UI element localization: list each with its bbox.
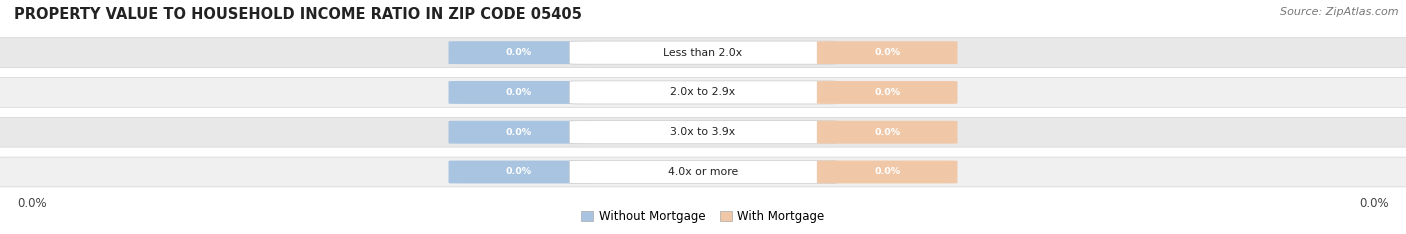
FancyBboxPatch shape: [449, 161, 589, 183]
Text: 4.0x or more: 4.0x or more: [668, 167, 738, 177]
FancyBboxPatch shape: [0, 77, 1406, 107]
Text: 0.0%: 0.0%: [17, 197, 46, 210]
Text: 0.0%: 0.0%: [506, 128, 531, 137]
Legend: Without Mortgage, With Mortgage: Without Mortgage, With Mortgage: [576, 206, 830, 228]
Text: 0.0%: 0.0%: [875, 128, 900, 137]
FancyBboxPatch shape: [449, 41, 589, 64]
Text: 0.0%: 0.0%: [875, 88, 900, 97]
FancyBboxPatch shape: [817, 161, 957, 183]
FancyBboxPatch shape: [569, 41, 837, 64]
Text: PROPERTY VALUE TO HOUSEHOLD INCOME RATIO IN ZIP CODE 05405: PROPERTY VALUE TO HOUSEHOLD INCOME RATIO…: [14, 7, 582, 22]
Text: 3.0x to 3.9x: 3.0x to 3.9x: [671, 127, 735, 137]
FancyBboxPatch shape: [0, 38, 1406, 68]
Text: Less than 2.0x: Less than 2.0x: [664, 48, 742, 58]
Text: 2.0x to 2.9x: 2.0x to 2.9x: [671, 88, 735, 97]
FancyBboxPatch shape: [817, 121, 957, 144]
Text: 0.0%: 0.0%: [506, 48, 531, 57]
FancyBboxPatch shape: [569, 161, 837, 183]
Text: Source: ZipAtlas.com: Source: ZipAtlas.com: [1281, 7, 1399, 17]
FancyBboxPatch shape: [0, 117, 1406, 147]
FancyBboxPatch shape: [449, 121, 589, 144]
FancyBboxPatch shape: [817, 81, 957, 104]
Text: 0.0%: 0.0%: [875, 48, 900, 57]
FancyBboxPatch shape: [569, 81, 837, 104]
FancyBboxPatch shape: [0, 157, 1406, 187]
FancyBboxPatch shape: [449, 81, 589, 104]
FancyBboxPatch shape: [817, 41, 957, 64]
Text: 0.0%: 0.0%: [1360, 197, 1389, 210]
Text: 0.0%: 0.0%: [875, 168, 900, 176]
Text: 0.0%: 0.0%: [506, 168, 531, 176]
Text: 0.0%: 0.0%: [506, 88, 531, 97]
FancyBboxPatch shape: [569, 121, 837, 144]
